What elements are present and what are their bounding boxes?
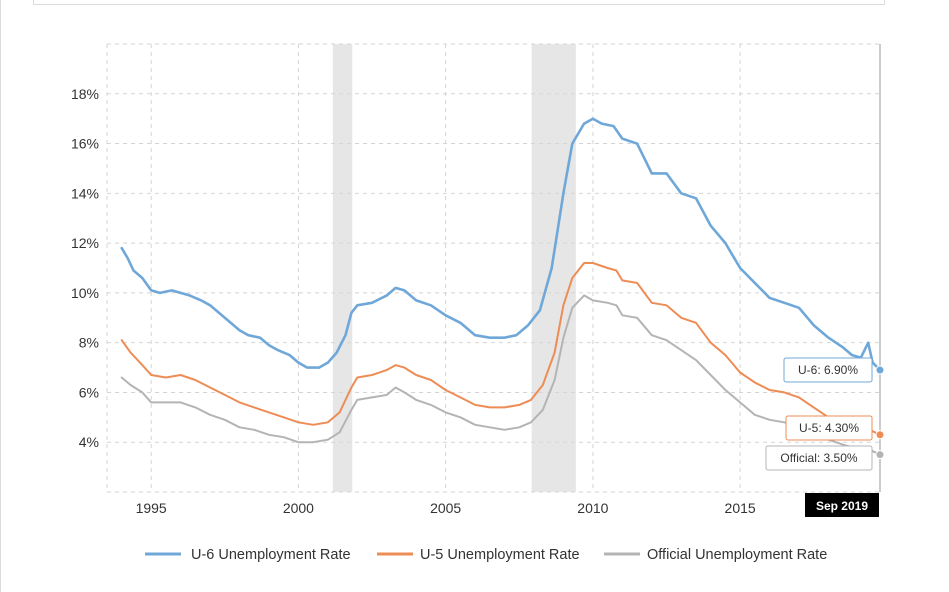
legend-label: U-6 Unemployment Rate — [191, 547, 351, 563]
legend-label: U-5 Unemployment Rate — [420, 547, 580, 563]
y-tick-label: 4% — [79, 434, 99, 450]
recession-bands — [332, 44, 576, 492]
crosshair-date-badge: Sep 2019 — [805, 493, 879, 517]
recession-band — [332, 44, 353, 492]
y-tick-label: 8% — [79, 335, 99, 351]
x-tick-label: 2010 — [577, 500, 608, 516]
tooltip-text: Official: 3.50% — [780, 451, 857, 465]
recession-band — [531, 44, 576, 492]
x-tick-label: 2005 — [430, 500, 461, 516]
tooltips: U-6: 6.90% U-5: 4.30% Official: 3.50% Sep 2… — [765, 357, 885, 517]
y-axis-ticks: 4% 6% 8% 10% 12% 14% 16% 18% — [71, 86, 99, 450]
tooltip-official-unemployment-rate: Official: 3.50% — [765, 445, 885, 471]
legend-label: Official Unemployment Rate — [647, 547, 827, 563]
y-tick-label: 14% — [71, 185, 99, 201]
tooltip-text: U-6: 6.90% — [798, 363, 858, 377]
y-tick-label: 12% — [71, 235, 99, 251]
y-tick-label: 16% — [71, 136, 99, 152]
gridlines — [106, 43, 880, 493]
x-axis-ticks: 1995 2000 2005 2010 2015 — [136, 500, 756, 516]
legend[interactable]: U-6 Unemployment Rate U-5 Unemployment Ra… — [145, 547, 827, 563]
tooltip-u-6-unemployment-rate: U-6: 6.90% — [783, 357, 885, 383]
tooltip-box — [783, 357, 873, 383]
x-tick-label: 2015 — [725, 500, 756, 516]
legend-item-u-5-unemployment-rate[interactable]: U-5 Unemployment Rate — [377, 547, 580, 563]
series-lines[interactable] — [120, 44, 882, 492]
date-badge-text: Sep 2019 — [816, 499, 868, 513]
x-tick-label: 2000 — [283, 500, 314, 516]
tooltip-box — [785, 415, 873, 441]
tooltip-box — [765, 445, 873, 471]
x-tick-label: 1995 — [136, 500, 167, 516]
y-tick-label: 18% — [71, 86, 99, 102]
date-badge-box — [805, 493, 879, 517]
tooltip-marker — [875, 365, 885, 375]
series-line-u-5-unemployment-rate[interactable] — [120, 262, 881, 436]
tooltip-u-5-unemployment-rate: U-5: 4.30% — [785, 415, 885, 441]
top-panel-edge — [33, 0, 885, 5]
tooltip-marker — [875, 450, 885, 460]
left-border — [0, 0, 1, 592]
legend-item-official-unemployment-rate[interactable]: Official Unemployment Rate — [604, 547, 827, 563]
y-tick-label: 10% — [71, 285, 99, 301]
series-line-u-6-unemployment-rate[interactable] — [120, 117, 882, 372]
legend-item-u-6-unemployment-rate[interactable]: U-6 Unemployment Rate — [145, 547, 351, 563]
series-line-official-unemployment-rate[interactable] — [120, 294, 881, 456]
tooltip-text: U-5: 4.30% — [799, 421, 859, 435]
tooltip-marker — [875, 430, 885, 440]
y-tick-label: 6% — [79, 384, 99, 400]
